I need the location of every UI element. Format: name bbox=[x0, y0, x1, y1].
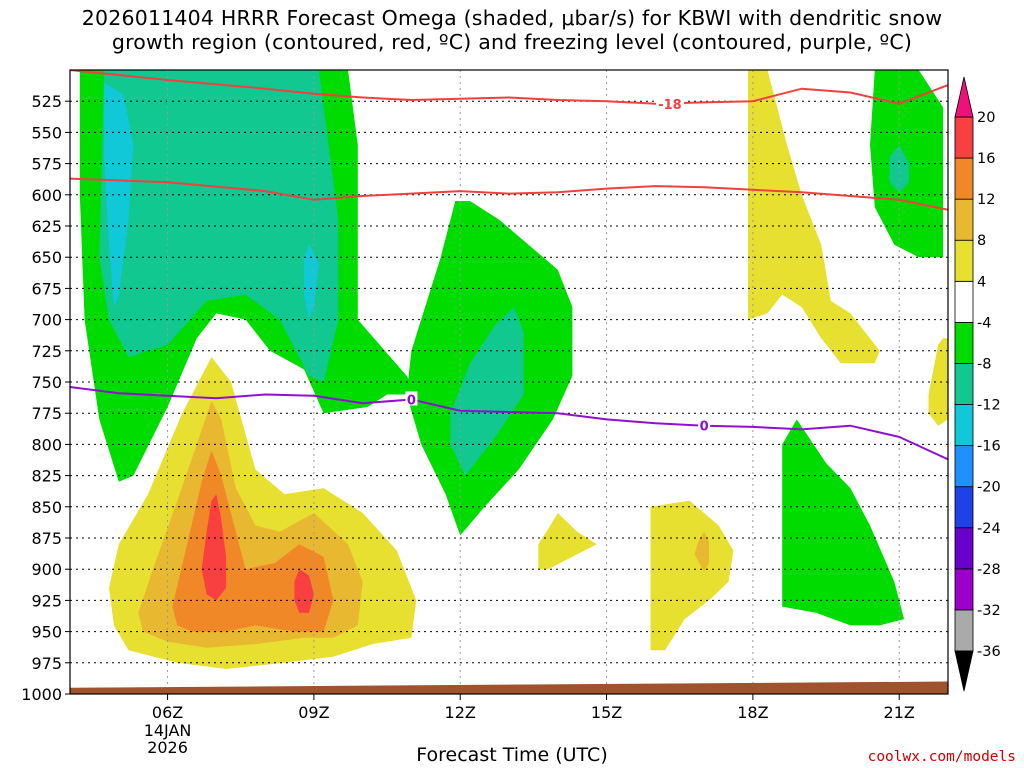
xtick-sublabel-2026: 2026 bbox=[147, 738, 188, 757]
colorbar-bin--8 bbox=[954, 321, 974, 364]
descent-yellow-upper-right bbox=[748, 70, 880, 364]
ytick-label-600: 600 bbox=[31, 186, 62, 205]
ytick-label-950: 950 bbox=[31, 623, 62, 642]
ytick-label-825: 825 bbox=[31, 467, 62, 486]
chart-title-line1: 2026011404 HRRR Forecast Omega (shaded, … bbox=[81, 6, 943, 30]
ytick-label-750: 750 bbox=[31, 373, 62, 392]
ytick-label-625: 625 bbox=[31, 217, 62, 236]
ytick-label-875: 875 bbox=[31, 529, 62, 548]
freezing-label-bg-1 bbox=[405, 391, 418, 406]
descent-gold-16z bbox=[694, 531, 709, 572]
ytick-label-900: 900 bbox=[31, 560, 62, 579]
ytick-label-725: 725 bbox=[31, 342, 62, 361]
colorbar-label--32: -32 bbox=[977, 603, 1001, 619]
colorbar-label--24: -24 bbox=[977, 521, 1001, 537]
colorbar-label-8: 8 bbox=[977, 233, 986, 249]
omega-shading bbox=[79, 70, 948, 669]
descent-red-core-7z bbox=[201, 494, 227, 601]
descent-red-core-9z bbox=[294, 569, 314, 613]
pressure-axis: 525 550 575 600 625 650 675 700 725 750 775 800 825 8… bbox=[21, 92, 70, 704]
colorbar: -36 -32 -28 -24 -20 -16 -12 -8 -4 4 8 12 16 20 bbox=[954, 76, 1001, 692]
descent-yellow-right-edge bbox=[928, 338, 948, 426]
dendritic-label-bg bbox=[655, 96, 684, 111]
xtick-label-21Z: 21Z bbox=[884, 703, 915, 722]
chart-title-line2: growth region (contoured, red, ºC) and f… bbox=[111, 30, 913, 54]
ytick-label-775: 775 bbox=[31, 404, 62, 423]
ytick-label-575: 575 bbox=[31, 155, 62, 174]
colorbar-over-arrow bbox=[954, 76, 974, 118]
dendritic-contour-1 bbox=[70, 70, 948, 105]
colorbar-bin--12 bbox=[954, 363, 974, 405]
descent-yellow-16z bbox=[650, 500, 734, 651]
colorbar-bin--20 bbox=[954, 445, 974, 488]
ytick-label-525: 525 bbox=[31, 92, 62, 111]
xtick-label-09Z: 09Z bbox=[298, 703, 329, 722]
colorbar-under-arrow bbox=[954, 650, 974, 692]
colorbar-label--20: -20 bbox=[977, 480, 1001, 496]
terrain-band bbox=[70, 681, 948, 694]
ytick-label-1000: 1000 bbox=[21, 685, 62, 704]
colorbar-bin--36 bbox=[954, 609, 974, 652]
descent-yellow-small-13z bbox=[538, 513, 597, 570]
ascent-teal-center bbox=[450, 307, 524, 476]
ytick-label-925: 925 bbox=[31, 591, 62, 610]
colorbar-bin--4 bbox=[954, 280, 974, 323]
ascent-teal-upper bbox=[99, 70, 339, 382]
terrain-fill bbox=[70, 681, 948, 694]
xtick-sublabel-14JAN: 14JAN bbox=[144, 721, 192, 740]
colorbar-label-12: 12 bbox=[977, 192, 995, 208]
credit-link[interactable]: coolwx.com/models bbox=[867, 749, 1016, 765]
ytick-label-675: 675 bbox=[31, 279, 62, 298]
colorbar-label--28: -28 bbox=[977, 562, 1001, 578]
colorbar-bin--32 bbox=[954, 568, 974, 611]
ytick-label-850: 850 bbox=[31, 498, 62, 517]
colorbar-label-20: 20 bbox=[977, 110, 995, 126]
colorbar-label--4: -4 bbox=[977, 315, 991, 331]
ytick-label-700: 700 bbox=[31, 311, 62, 330]
chart-grid bbox=[70, 70, 948, 694]
ytick-label-550: 550 bbox=[31, 123, 62, 142]
colorbar-bin-12 bbox=[954, 157, 974, 200]
ascent-teal-right bbox=[889, 144, 909, 193]
colorbar-label--12: -12 bbox=[977, 398, 1001, 414]
colorbar-bin--24 bbox=[954, 486, 974, 529]
xtick-label-12Z: 12Z bbox=[445, 703, 476, 722]
ascent-blue-center bbox=[304, 244, 319, 320]
ytick-label-800: 800 bbox=[31, 435, 62, 454]
freezing-label-1: 0 bbox=[407, 393, 416, 408]
x-axis-label: Forecast Time (UTC) bbox=[416, 744, 608, 766]
colorbar-label--16: -16 bbox=[977, 439, 1001, 455]
xtick-label-06Z: 06Z bbox=[152, 703, 183, 722]
colorbar-bin-16 bbox=[954, 116, 974, 159]
colorbar-bin-4 bbox=[954, 239, 974, 282]
ytick-label-975: 975 bbox=[31, 654, 62, 673]
temperature-contours: -18 0 0 bbox=[70, 70, 948, 461]
dendritic-label: -18 bbox=[658, 98, 682, 113]
xtick-label-15Z: 15Z bbox=[591, 703, 622, 722]
ytick-label-650: 650 bbox=[31, 248, 62, 267]
colorbar-label--36: -36 bbox=[977, 644, 1001, 660]
freezing-level-contour bbox=[70, 386, 948, 461]
xtick-label-18Z: 18Z bbox=[737, 703, 768, 722]
dendritic-contour-2 bbox=[70, 177, 948, 211]
colorbar-bin-8 bbox=[954, 198, 974, 241]
colorbar-label-16: 16 bbox=[977, 151, 995, 167]
chart-title: 2026011404 HRRR Forecast Omega (shaded, … bbox=[0, 6, 1024, 54]
colorbar-bin--28 bbox=[954, 527, 974, 570]
colorbar-bin--16 bbox=[954, 404, 974, 447]
ascent-lower-right-green bbox=[782, 419, 905, 626]
freezing-label-bg-2 bbox=[698, 417, 711, 432]
freezing-label-2: 0 bbox=[700, 420, 709, 435]
colorbar-label--8: -8 bbox=[977, 356, 991, 372]
colorbar-label-4: 4 bbox=[977, 274, 986, 290]
